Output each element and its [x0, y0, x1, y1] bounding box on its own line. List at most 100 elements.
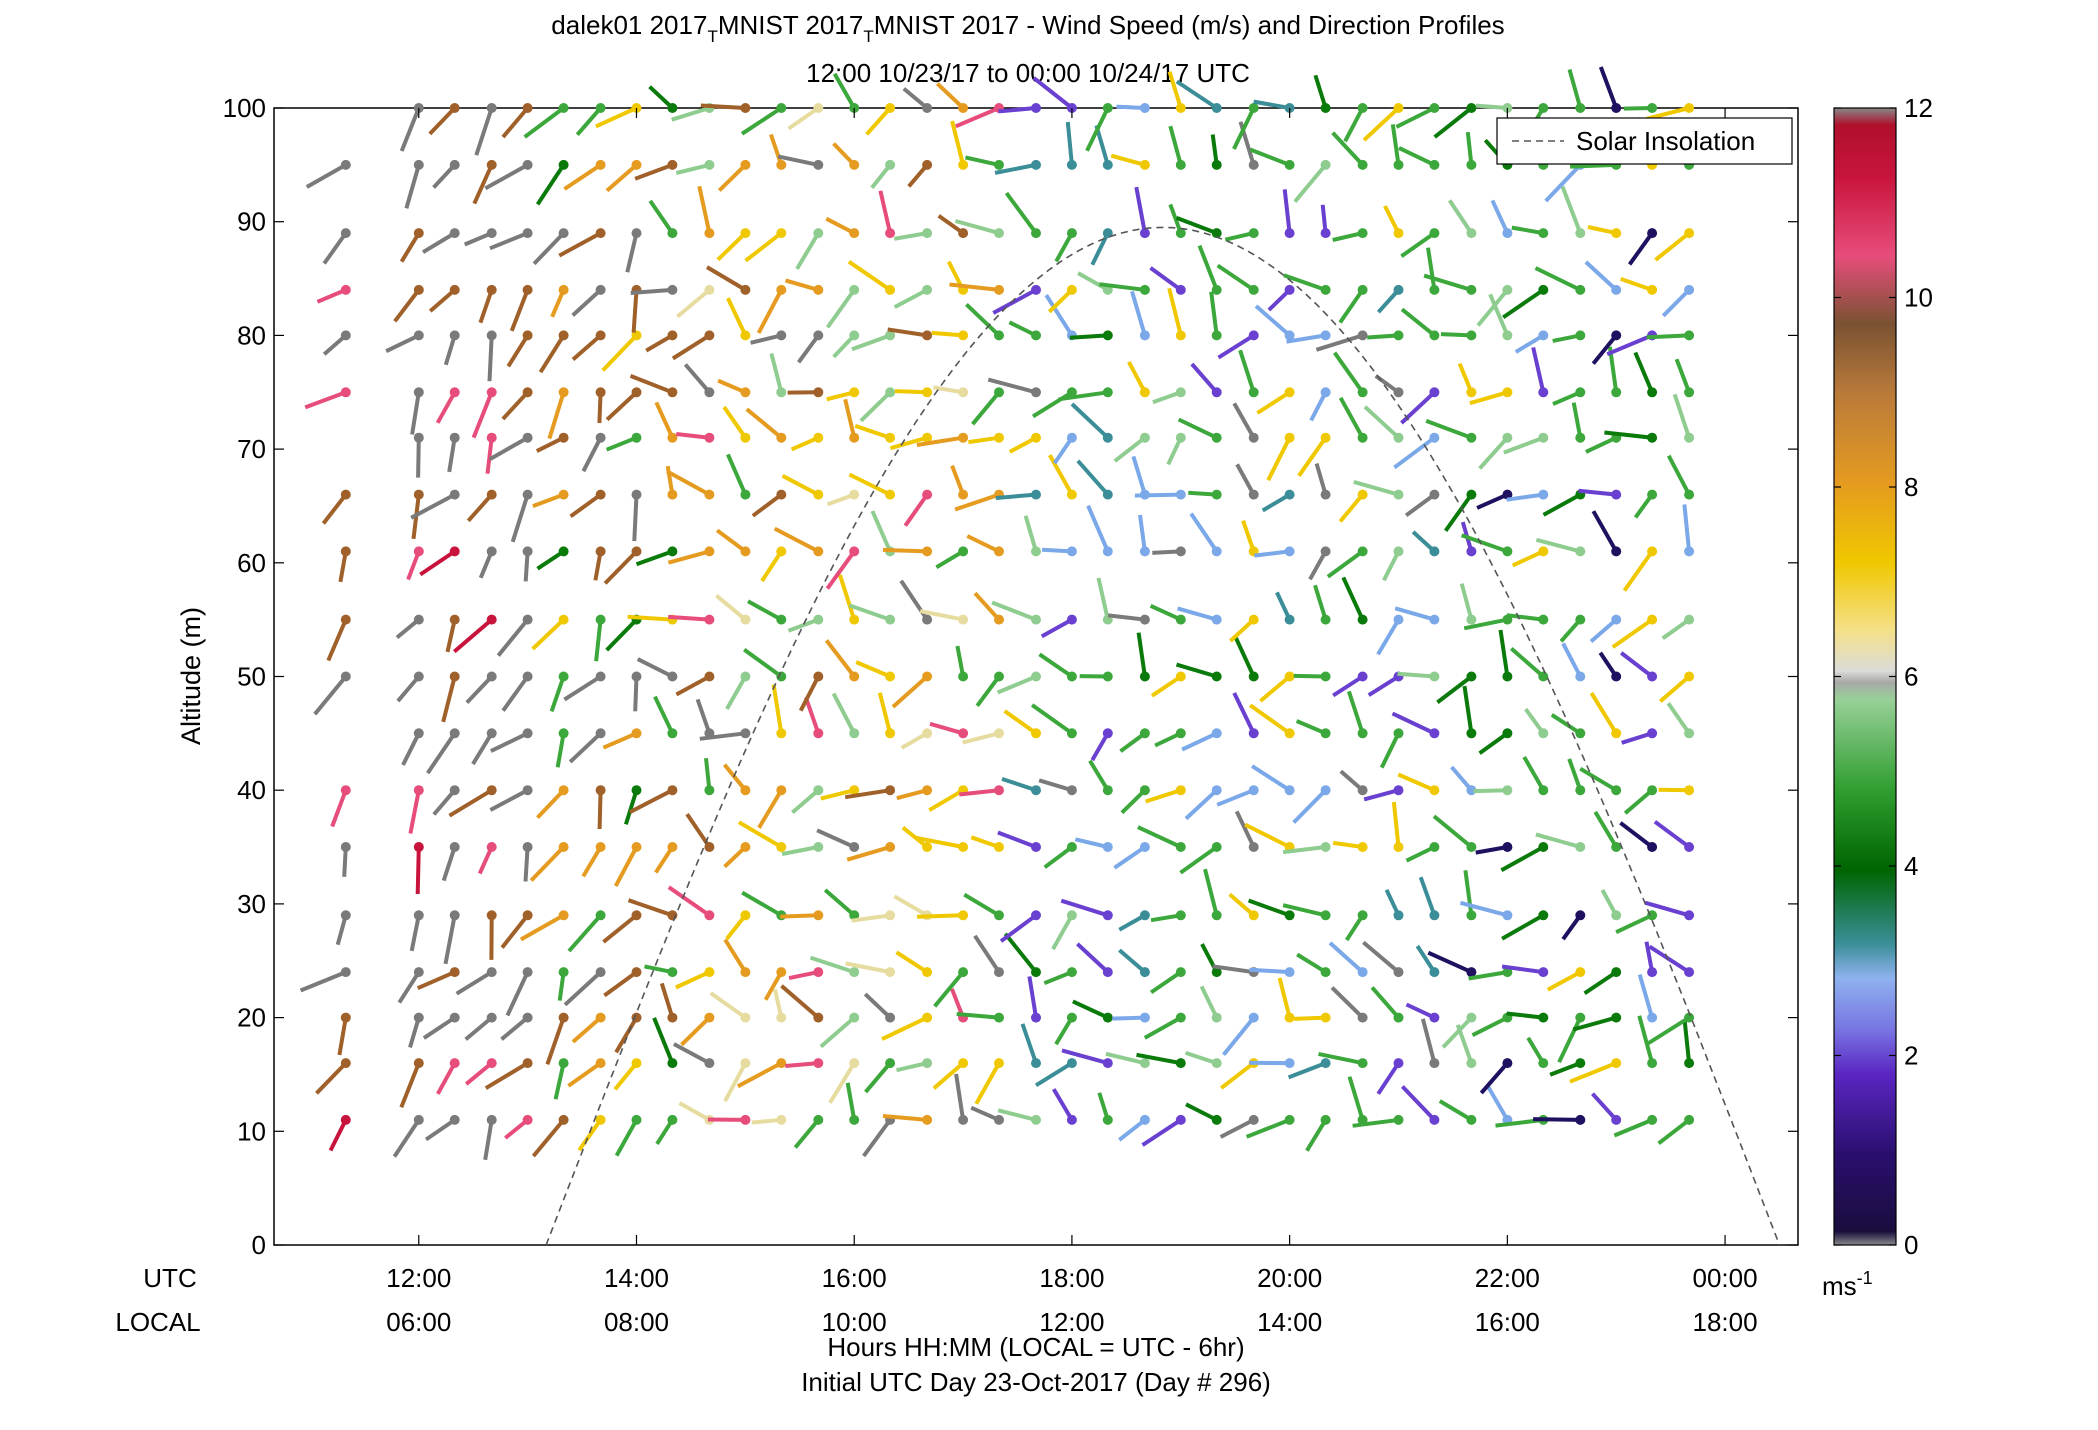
- wind-barb-dot: [1429, 330, 1439, 340]
- wind-barb-dot: [1031, 330, 1041, 340]
- wind-barb-dot: [596, 103, 606, 113]
- wind-barb-dot: [813, 103, 823, 113]
- wind-barb-dot: [1394, 103, 1404, 113]
- wind-barb-dot: [994, 728, 1004, 738]
- wind-barb-dot: [523, 967, 533, 977]
- wind-barb-dot: [1176, 967, 1186, 977]
- wind-barb-dot: [1321, 1058, 1331, 1068]
- wind-barb-dot: [1394, 546, 1404, 556]
- wind-barb-dot: [1249, 228, 1259, 238]
- wind-barb-dot: [958, 1058, 968, 1068]
- wind-barb-dot: [1031, 967, 1041, 977]
- wind-barb-dot: [632, 728, 642, 738]
- wind-barb-dot: [1538, 103, 1548, 113]
- wind-barb-dot: [1031, 228, 1041, 238]
- wind-barb-dot: [922, 1013, 932, 1023]
- wind-barb-dot: [596, 387, 606, 397]
- wind-barb-dot: [994, 1058, 1004, 1068]
- wind-barb-dot: [1285, 228, 1295, 238]
- wind-barb-dot: [885, 387, 895, 397]
- wind-barb-dot: [487, 967, 497, 977]
- wind-barb-dot: [1575, 842, 1585, 852]
- wind-barb-dot: [1321, 1013, 1331, 1023]
- wind-barb-dot: [1575, 672, 1585, 682]
- wind-barb-dot: [1538, 285, 1548, 295]
- wind-barb-dot: [704, 387, 714, 397]
- wind-barb-dot: [1358, 910, 1368, 920]
- wind-barb-dot: [1647, 728, 1657, 738]
- wind-barb-dot: [667, 490, 677, 500]
- wind-barb-dot: [740, 728, 750, 738]
- wind-barb-dot: [1103, 1115, 1113, 1125]
- wind-barb-dot: [450, 103, 460, 113]
- wind-barb-dot: [1176, 490, 1186, 500]
- wind-barb-dot: [523, 490, 533, 500]
- wind-barb-dot: [414, 785, 424, 795]
- wind-barb-shaft: [600, 790, 601, 829]
- wind-barb-dot: [667, 228, 677, 238]
- wind-barb-dot: [1611, 1115, 1621, 1125]
- wind-barb-dot: [1429, 1115, 1439, 1125]
- wind-barb-dot: [1429, 967, 1439, 977]
- wind-barb-dot: [740, 1013, 750, 1023]
- wind-barb-dot: [704, 1058, 714, 1068]
- wind-barb-dot: [523, 728, 533, 738]
- wind-barb-dot: [1285, 433, 1295, 443]
- wind-barb-dot: [885, 490, 895, 500]
- wind-barb-dot: [1358, 615, 1368, 625]
- wind-barb-dot: [740, 103, 750, 113]
- wind-barb-dot: [885, 160, 895, 170]
- wind-barb-dot: [740, 546, 750, 556]
- wind-barb-dot: [632, 910, 642, 920]
- wind-barb-dot: [1502, 1058, 1512, 1068]
- wind-barb-dot: [1611, 1058, 1621, 1068]
- wind-barb-dot: [1103, 103, 1113, 113]
- wind-barb-dot: [1103, 672, 1113, 682]
- wind-barb-dot: [523, 1013, 533, 1023]
- wind-barb-dot: [1429, 615, 1439, 625]
- wind-barb-dot: [740, 330, 750, 340]
- wind-barb-dot: [885, 672, 895, 682]
- wind-barb-dot: [849, 228, 859, 238]
- wind-barb-dot: [776, 330, 786, 340]
- wind-barb-dot: [1394, 490, 1404, 500]
- wind-barb-dot: [487, 285, 497, 295]
- wind-barb-dot: [1358, 785, 1368, 795]
- wind-barb-shaft: [1135, 495, 1181, 496]
- wind-barb-dot: [1285, 910, 1295, 920]
- wind-barb-dot: [1647, 842, 1657, 852]
- wind-barb-dot: [1140, 285, 1150, 295]
- wind-barb-dot: [414, 1115, 424, 1125]
- wind-barb-dot: [1249, 728, 1259, 738]
- wind-barb-dot: [958, 490, 968, 500]
- wind-barb-shaft: [1474, 790, 1508, 791]
- wind-barb-dot: [1249, 285, 1259, 295]
- x-tick-label-utc: 00:00: [1693, 1263, 1758, 1293]
- wind-barb-dot: [559, 672, 569, 682]
- wind-barb-dot: [1394, 228, 1404, 238]
- wind-barb-dot: [667, 967, 677, 977]
- wind-barb-dot: [1140, 910, 1150, 920]
- wind-barb-dot: [596, 842, 606, 852]
- wind-barb-dot: [450, 160, 460, 170]
- y-tick-label: 40: [237, 775, 266, 805]
- wind-barb-dot: [596, 285, 606, 295]
- wind-barb-dot: [1176, 842, 1186, 852]
- wind-barb-dot: [1067, 615, 1077, 625]
- wind-barb-dot: [1285, 490, 1295, 500]
- wind-barb-dot: [704, 160, 714, 170]
- wind-barb-dot: [1212, 546, 1222, 556]
- wind-barb-dot: [1321, 728, 1331, 738]
- wind-barb-dot: [1611, 285, 1621, 295]
- wind-barb-dot: [922, 1115, 932, 1125]
- wind-barb-dot: [1285, 1013, 1295, 1023]
- wind-barb-dot: [1575, 1115, 1585, 1125]
- wind-barb-dot: [1647, 1115, 1657, 1125]
- wind-barb-dot: [559, 103, 569, 113]
- wind-barb-dot: [1575, 228, 1585, 238]
- wind-barb-dot: [487, 1013, 497, 1023]
- wind-barb-dot: [958, 672, 968, 682]
- wind-barb-dot: [776, 160, 786, 170]
- wind-barb-dot: [632, 1058, 642, 1068]
- wind-barb-shaft: [418, 847, 419, 894]
